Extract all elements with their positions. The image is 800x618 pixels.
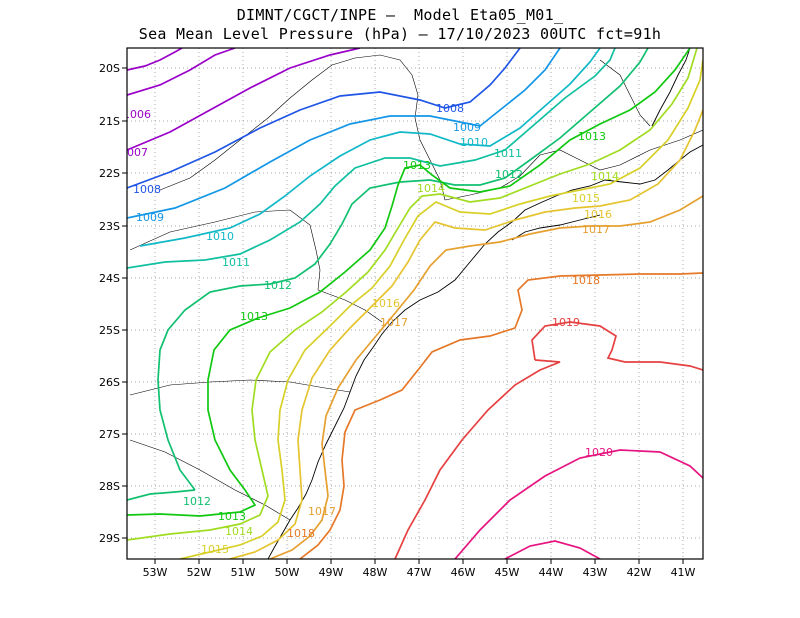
isobar-1016 — [229, 109, 703, 559]
contour-label: 1013 — [578, 130, 606, 143]
lon-tick-label: 48W — [363, 566, 388, 579]
contour-label: 1009 — [453, 121, 481, 134]
lat-tick-label: 28S — [99, 480, 120, 493]
contour-label: 1012 — [183, 495, 211, 508]
contour-label: 1008 — [436, 102, 464, 115]
isobar-1019b — [394, 359, 561, 559]
isobar-1006 — [127, 48, 236, 96]
lat-tick-label: 26S — [99, 376, 120, 389]
contour-label: 1013 — [403, 159, 431, 172]
isobar-1020 — [454, 449, 703, 559]
isobar-1009 — [127, 48, 561, 219]
isobar-1013 — [127, 48, 691, 517]
title-line-1: DIMNT/CGCT/INPE – Model Eta05_M01_ — [236, 6, 564, 24]
lon-tick-label: 41W — [671, 566, 696, 579]
lon-tick-label: 49W — [319, 566, 344, 579]
lon-labels: 53W 52W 51W 50W 49W 48W 47W 46W 45W 44W … — [143, 566, 696, 579]
title-line-2: Sea Mean Level Pressure (hPa) – 17/10/20… — [138, 25, 662, 43]
isobar-1012b — [157, 48, 649, 491]
contour-label: 1014 — [417, 182, 445, 195]
contour-label: 007 — [127, 146, 148, 159]
lon-tick-label: 42W — [627, 566, 652, 579]
isobar-1017 — [269, 195, 703, 559]
lat-tick-label: 24S — [99, 272, 120, 285]
isobar-1008 — [127, 48, 521, 189]
contour-label: 1017 — [308, 505, 336, 518]
lon-tick-label: 44W — [539, 566, 564, 579]
lat-tick-label: 20S — [99, 62, 120, 75]
isobar-1010 — [139, 48, 601, 247]
isobar-1011 — [127, 48, 616, 269]
isobars — [127, 48, 703, 559]
contour-label: 1012 — [264, 279, 292, 292]
contour-label: 1013 — [218, 510, 246, 523]
contour-label: 1017 — [582, 223, 610, 236]
tick-marks — [122, 67, 684, 564]
contour-label: 1006 — [123, 108, 151, 121]
lat-tick-label: 21S — [99, 115, 120, 128]
lon-tick-label: 50W — [275, 566, 300, 579]
isobar-1006-top — [127, 48, 183, 71]
contour-label: 1013 — [240, 310, 268, 323]
plot-frame — [126, 47, 704, 560]
contour-label: 1014 — [225, 525, 253, 538]
isobar-1015 — [179, 59, 703, 559]
contour-label: 1018 — [572, 274, 600, 287]
lon-tick-label: 53W — [143, 566, 168, 579]
lon-tick-label: 51W — [231, 566, 256, 579]
contour-label: 1012 — [495, 168, 523, 181]
contour-label: 1008 — [133, 183, 161, 196]
lon-tick-label: 52W — [187, 566, 212, 579]
contour-label: 1020 — [585, 446, 613, 459]
lon-tick-label: 47W — [407, 566, 432, 579]
lon-tick-label: 43W — [583, 566, 608, 579]
contour-label: 1009 — [136, 211, 164, 224]
contour-label: 1016 — [372, 297, 400, 310]
contour-label: 1010 — [460, 136, 488, 149]
coastline — [267, 48, 703, 559]
isobar-1019 — [531, 321, 703, 371]
contour-label: 1010 — [206, 230, 234, 243]
lon-tick-label: 45W — [495, 566, 520, 579]
contour-label: 1018 — [287, 527, 315, 540]
isobar-1014 — [127, 48, 698, 541]
contour-label: 1015 — [572, 192, 600, 205]
contour-labels: 1006 007 1008 1008 1009 1009 1010 1010 1… — [123, 102, 619, 556]
lat-tick-label: 29S — [99, 532, 120, 545]
contour-label: 1019 — [552, 316, 580, 329]
contour-label: 1011 — [494, 147, 522, 160]
isobar-1021 — [504, 540, 601, 559]
lat-labels: 20S 21S 22S 23S 24S 25S 26S 27S 28S 29S — [99, 62, 120, 545]
lat-tick-label: 27S — [99, 428, 120, 441]
contour-label: 1016 — [584, 208, 612, 221]
isobar-1012 — [127, 489, 196, 501]
state-borders — [129, 54, 703, 521]
contour-label: 1015 — [201, 543, 229, 556]
contour-label: 1014 — [591, 170, 619, 183]
contour-label: 1017 — [380, 316, 408, 329]
lat-tick-label: 22S — [99, 167, 120, 180]
isobar-1018 — [299, 272, 703, 559]
lat-tick-label: 25S — [99, 324, 120, 337]
isobar-1007 — [127, 48, 361, 151]
lon-tick-label: 46W — [451, 566, 476, 579]
lat-tick-label: 23S — [99, 220, 120, 233]
contour-label: 1011 — [222, 256, 250, 269]
